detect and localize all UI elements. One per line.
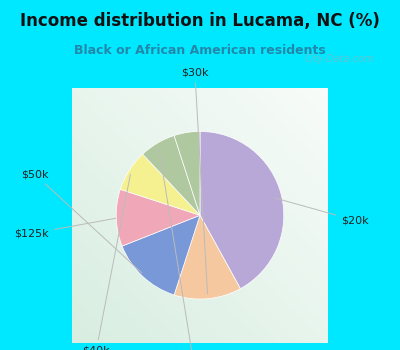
Text: Income distribution in Lucama, NC (%): Income distribution in Lucama, NC (%) [20,12,380,30]
Wedge shape [143,135,200,215]
Wedge shape [122,215,200,295]
Text: $20k: $20k [274,198,369,225]
Text: $50k: $50k [21,169,142,273]
Wedge shape [174,132,200,215]
Text: $100k: $100k [159,148,212,350]
Text: $125k: $125k [14,218,116,239]
Text: City-Data.com: City-Data.com [304,54,374,64]
Wedge shape [174,215,240,299]
Wedge shape [116,189,200,246]
Text: $40k: $40k [82,174,130,350]
Wedge shape [120,154,200,215]
Text: Black or African American residents: Black or African American residents [74,44,326,57]
Text: $30k: $30k [181,67,209,294]
Wedge shape [200,132,284,289]
